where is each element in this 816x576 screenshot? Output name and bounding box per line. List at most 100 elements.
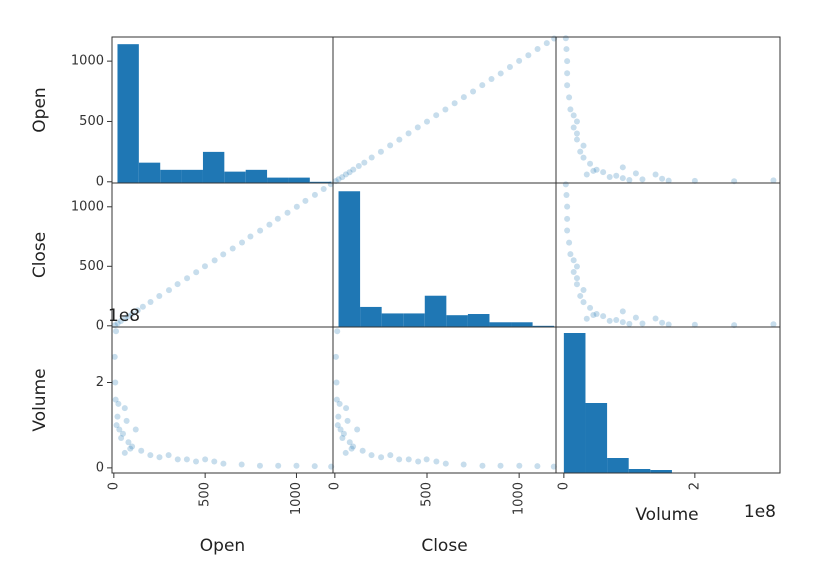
scatter-point (405, 456, 412, 463)
y-tick-label: 1000 (71, 199, 104, 214)
hist-bar (360, 306, 382, 327)
scatter-point (119, 430, 126, 437)
scatter-point (121, 405, 128, 412)
x-tick-label: 0 (327, 482, 342, 490)
y-axis-label: Volume (30, 368, 50, 431)
scatter-point (580, 142, 587, 149)
scatter-point (127, 445, 134, 452)
scatter-point (570, 112, 577, 119)
scatter-point (564, 227, 571, 234)
scatter-point (118, 434, 125, 441)
scatter-point (132, 426, 139, 433)
scatter-point (121, 315, 128, 322)
scatter-point (583, 171, 590, 178)
scatter-point (123, 417, 130, 424)
scatter-point (333, 379, 340, 386)
scatter-point (134, 307, 141, 314)
scatter-point (566, 239, 573, 246)
y-axis-label: Close (30, 232, 50, 278)
scatter-point (193, 458, 200, 465)
y-tick-label: 0 (96, 318, 104, 333)
scatter-point (125, 439, 132, 446)
scatter-point (183, 456, 190, 463)
scatter-point (165, 452, 172, 459)
scatter-point (340, 430, 347, 437)
scatter-point (147, 452, 154, 459)
scatter-point (497, 70, 504, 77)
scatter-point (516, 57, 523, 64)
scatter-point (350, 166, 357, 173)
scatter-point (114, 413, 121, 420)
scatter-point (577, 292, 584, 299)
scatter-point (335, 176, 342, 183)
scatter-point (564, 215, 571, 222)
scatter-point (665, 321, 672, 328)
scatter-point (342, 171, 349, 178)
hist-bar (607, 458, 629, 473)
scatter-point (184, 275, 191, 282)
hist-bar (338, 191, 361, 327)
scatter-point (334, 422, 341, 429)
scatter-point (543, 40, 550, 47)
scatter-point (147, 299, 154, 306)
scatter-point (293, 462, 300, 469)
scatter-point (470, 88, 477, 95)
scatter-point (619, 175, 626, 182)
scatter-point (770, 177, 777, 184)
scatter-point (550, 463, 557, 470)
panel-frame (111, 326, 334, 474)
y-tick-label: 0 (96, 460, 104, 475)
scatter-point (593, 166, 600, 173)
scatter-point (336, 400, 343, 407)
scatter-point (691, 321, 698, 328)
scatter-point (238, 461, 245, 468)
scatter-point (220, 251, 227, 258)
scatter-point (350, 443, 357, 450)
scatter-point (652, 171, 659, 178)
scatter-point (320, 185, 327, 192)
scatter-point (562, 35, 569, 42)
scatter-point (284, 209, 291, 216)
scatter-point (211, 257, 218, 264)
scatter-point (342, 449, 349, 456)
scatter-point (174, 281, 181, 288)
hist-bar (446, 315, 468, 327)
scatter-point (396, 456, 403, 463)
scatter-point (333, 396, 340, 403)
hist-bar (563, 333, 586, 473)
scatter-point (626, 176, 633, 183)
scatter-point (613, 316, 620, 323)
scatter-point (433, 112, 440, 119)
scatter-point (652, 315, 659, 322)
scatter-point (619, 308, 626, 315)
scatter-point (587, 160, 594, 167)
scatter-point (343, 405, 350, 412)
y-offset-label: 1e8 (108, 306, 140, 326)
scatter-point (659, 319, 666, 326)
scatter-point (378, 454, 385, 461)
scatter-point (451, 100, 458, 107)
y-tick-label: 500 (79, 259, 104, 274)
scatter-point (587, 304, 594, 311)
x-tick-label: 500 (198, 482, 213, 507)
scatter-point (361, 159, 368, 166)
y-axis-label: Open (30, 87, 50, 132)
hist-bar (181, 169, 203, 183)
scatter-point (266, 221, 273, 228)
scatter-point (580, 299, 587, 306)
scatter-point (339, 434, 346, 441)
scatter-point (479, 82, 486, 89)
scatter-point (117, 318, 124, 325)
scatter-point (600, 313, 607, 320)
scatter-point (573, 275, 580, 282)
scatter-point (423, 456, 430, 463)
scatter-point (580, 154, 587, 161)
scatter-point (442, 460, 449, 467)
y-tick-label: 500 (79, 114, 104, 129)
scatter-point (580, 286, 587, 293)
scatter-point (567, 251, 574, 258)
hist-bar (117, 44, 139, 183)
scatter-point (387, 452, 394, 459)
scatter-point (247, 233, 254, 240)
